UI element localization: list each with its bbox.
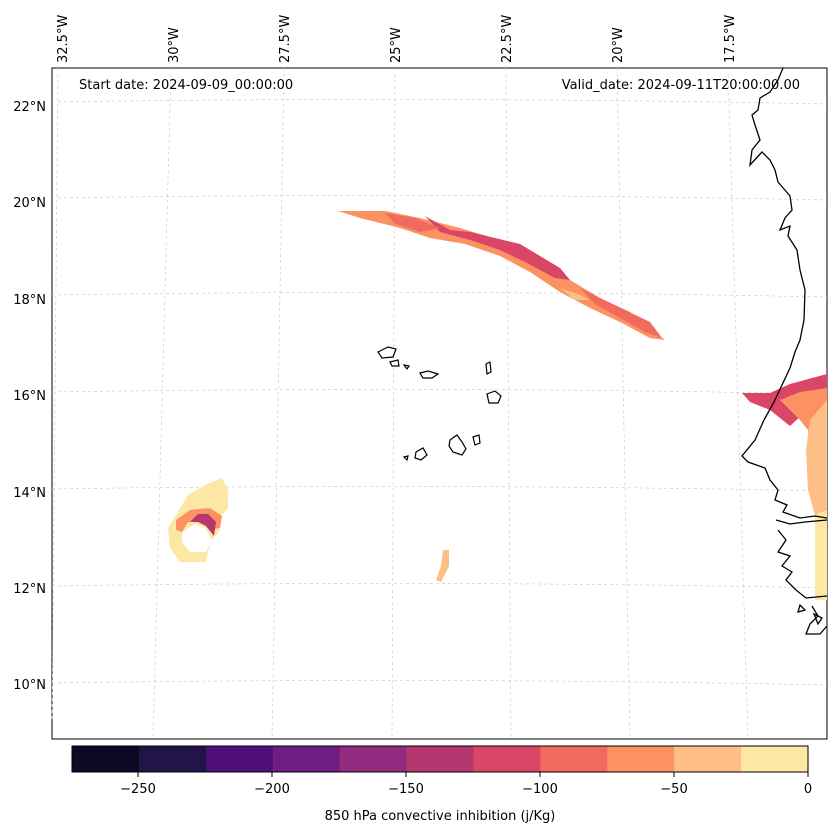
lon-label: 25°W	[389, 27, 404, 63]
cin-area	[425, 216, 570, 280]
colorbar-tick-label: −50	[660, 782, 687, 797]
island	[448, 434, 467, 456]
colorbar-segment	[205, 746, 274, 772]
colorbar-tick-label: −200	[254, 782, 290, 797]
lon-label: 27.5°W	[278, 15, 293, 63]
lat-label: 20°N	[13, 196, 46, 211]
cin-hole	[182, 524, 212, 552]
colorbar-tick-label: −250	[120, 782, 156, 797]
island	[485, 361, 492, 375]
map-frame	[51, 67, 828, 740]
colorbar-segment	[272, 746, 341, 772]
colorbar-segment	[339, 746, 408, 772]
cin-area	[338, 211, 665, 340]
lon-label: 22.5°W	[500, 15, 515, 63]
colorbar-tick-labels: −250 −200 −150 −100 −50 0	[120, 782, 812, 797]
lon-label: 17.5°W	[723, 15, 738, 63]
start-date-label: Start date: 2024-09-09_00:00:00	[79, 78, 294, 93]
cin-band-east	[742, 374, 827, 600]
parallel-gridlines	[51, 99, 828, 686]
lat-label: 12°N	[13, 582, 46, 597]
cin-area	[806, 400, 827, 515]
cin-area	[815, 510, 827, 600]
lon-label: 30°W	[167, 27, 182, 63]
valid-date-label: Valid_date: 2024-09-11T20:00:00.00	[561, 78, 800, 93]
colorbar-tick-label: 0	[804, 782, 812, 797]
lon-labels: 32.5°W 30°W 27.5°W 25°W 22.5°W 20°W 17.5…	[56, 15, 738, 63]
island	[472, 434, 481, 446]
colorbar-segment	[741, 746, 809, 772]
colorbar-ticks	[137, 772, 809, 777]
cin-area	[580, 288, 662, 338]
island	[486, 390, 502, 404]
colorbar-segment	[406, 746, 475, 772]
colorbar-segment	[72, 746, 140, 772]
lat-label: 18°N	[13, 293, 46, 308]
lat-label: 14°N	[13, 486, 46, 501]
island	[414, 447, 428, 461]
lon-label: 32.5°W	[56, 15, 71, 63]
cape-verde-islands	[377, 346, 502, 462]
colorbar-segment	[138, 746, 207, 772]
island	[402, 455, 409, 462]
lat-label: 10°N	[13, 678, 46, 693]
cin-band-north	[338, 211, 665, 340]
island	[389, 359, 400, 367]
island	[402, 364, 410, 371]
cin-area	[560, 288, 590, 300]
colorbar-segment	[607, 746, 675, 772]
cin-area	[385, 213, 440, 232]
colorbar-tick-label: −100	[522, 782, 558, 797]
colorbar-label: 850 hPa convective inhibition (j/Kg)	[324, 809, 556, 824]
colorbar-tick-label: −150	[388, 782, 424, 797]
island	[419, 370, 440, 379]
lat-label: 16°N	[13, 389, 46, 404]
colorbar	[72, 746, 809, 772]
cin-area	[190, 514, 216, 536]
colorbar-segment	[540, 746, 608, 772]
colorbar-segment	[674, 746, 742, 772]
colorbar-segment	[473, 746, 541, 772]
lat-label: 22°N	[13, 100, 46, 115]
lon-label: 20°W	[611, 27, 626, 63]
african-coastline	[741, 67, 828, 635]
colorbar-frame	[71, 745, 809, 773]
lat-labels: 22°N 20°N 18°N 16°N 14°N 12°N 10°N	[13, 100, 46, 693]
cin-area	[436, 550, 449, 582]
meridian-gridlines	[51, 67, 749, 740]
island	[377, 346, 397, 359]
cin-ring	[168, 478, 228, 562]
